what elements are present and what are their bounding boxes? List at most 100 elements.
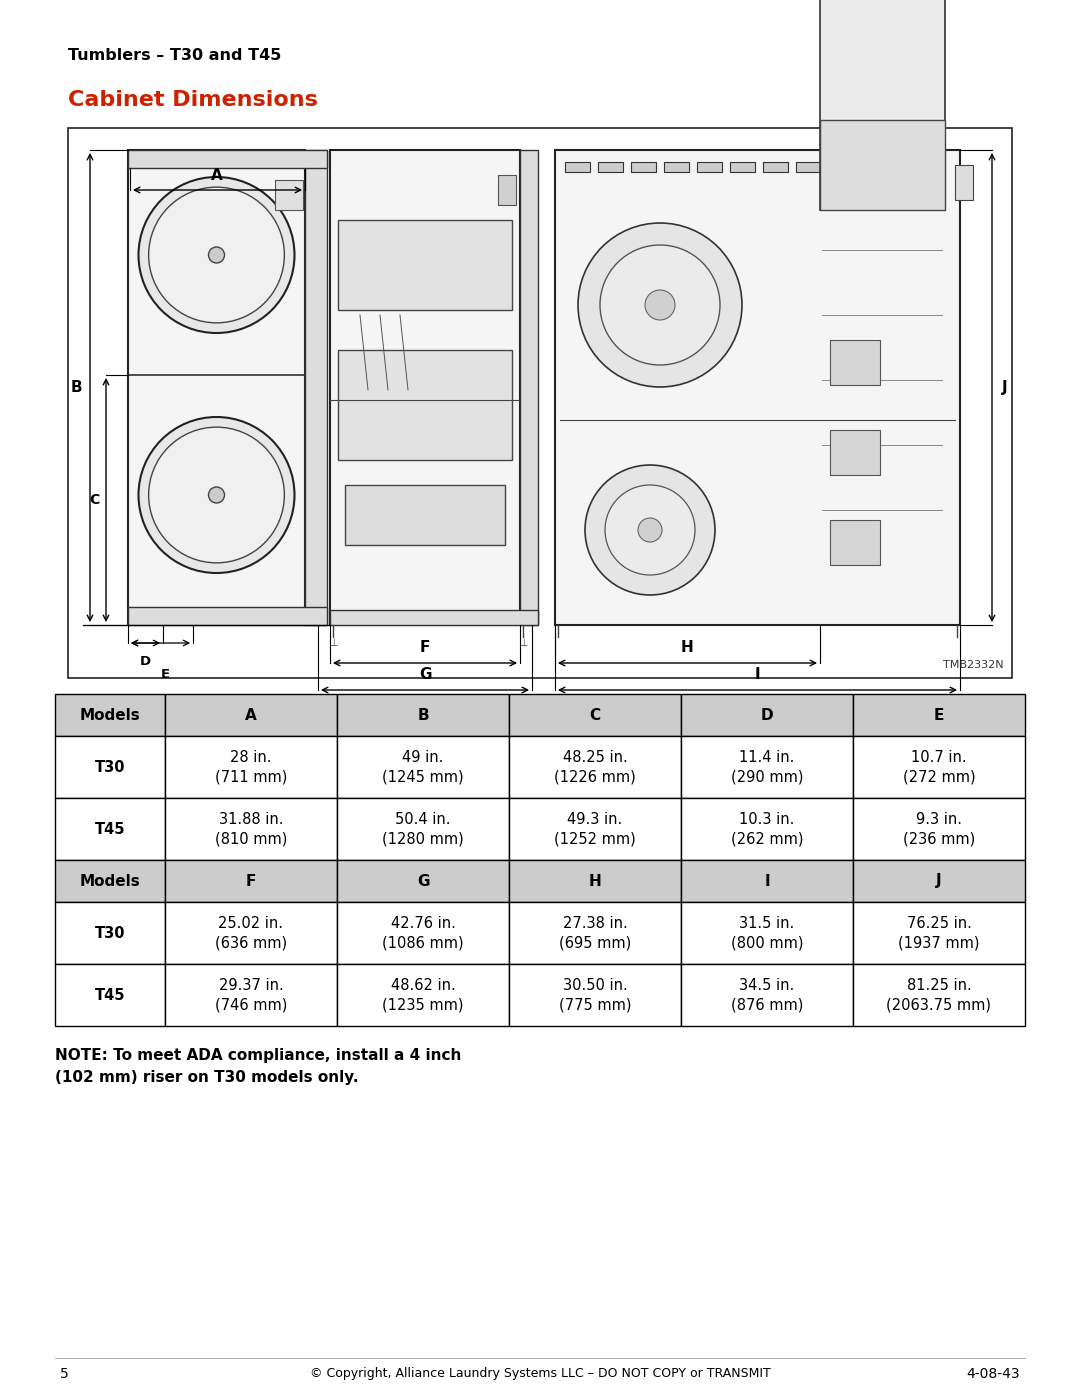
Text: 76.25 in.
(1937 mm): 76.25 in. (1937 mm) <box>899 915 980 950</box>
Bar <box>129 608 327 624</box>
Text: Cabinet Dimensions: Cabinet Dimensions <box>68 89 318 110</box>
Bar <box>337 902 509 964</box>
Text: B: B <box>70 380 82 395</box>
Bar <box>498 175 516 205</box>
Bar <box>955 165 973 200</box>
Bar <box>762 162 788 172</box>
Text: I: I <box>765 873 770 888</box>
Text: 28 in.
(711 mm): 28 in. (711 mm) <box>215 750 287 784</box>
Bar <box>796 162 821 172</box>
Bar <box>509 861 681 902</box>
Circle shape <box>600 244 720 365</box>
Bar <box>509 798 681 861</box>
Text: 49.3 in.
(1252 mm): 49.3 in. (1252 mm) <box>554 812 636 847</box>
Text: Models: Models <box>80 873 140 888</box>
Text: T30: T30 <box>95 925 125 940</box>
Text: 5: 5 <box>60 1368 69 1382</box>
Bar <box>697 162 723 172</box>
Bar <box>129 149 327 168</box>
Bar <box>831 339 880 386</box>
Circle shape <box>208 247 225 263</box>
Circle shape <box>638 518 662 542</box>
Bar <box>853 694 1025 736</box>
Text: 31.88 in.
(810 mm): 31.88 in. (810 mm) <box>215 812 287 847</box>
Circle shape <box>138 177 295 332</box>
Text: 10.3 in.
(262 mm): 10.3 in. (262 mm) <box>731 812 804 847</box>
Text: 10.7 in.
(272 mm): 10.7 in. (272 mm) <box>903 750 975 784</box>
Bar <box>165 902 337 964</box>
Bar <box>337 798 509 861</box>
Bar <box>555 149 960 624</box>
Bar <box>338 351 512 460</box>
Text: 31.5 in.
(800 mm): 31.5 in. (800 mm) <box>731 915 804 950</box>
Text: Models: Models <box>80 707 140 722</box>
Text: C: C <box>90 493 100 507</box>
Circle shape <box>208 488 225 503</box>
Text: Tumblers – T30 and T45: Tumblers – T30 and T45 <box>68 47 282 63</box>
Bar <box>55 861 165 902</box>
Bar <box>509 964 681 1025</box>
Text: 49 in.
(1245 mm): 49 in. (1245 mm) <box>382 750 463 784</box>
Bar <box>55 736 165 798</box>
Bar <box>55 964 165 1025</box>
Text: A: A <box>245 707 257 722</box>
Text: 81.25 in.
(2063.75 mm): 81.25 in. (2063.75 mm) <box>887 978 991 1013</box>
Text: F: F <box>246 873 256 888</box>
Bar <box>165 861 337 902</box>
Bar <box>165 964 337 1025</box>
Text: 48.62 in.
(1235 mm): 48.62 in. (1235 mm) <box>382 978 463 1013</box>
Bar <box>337 736 509 798</box>
Bar <box>338 219 512 310</box>
Circle shape <box>138 416 295 573</box>
Bar <box>330 610 538 624</box>
Bar <box>820 120 945 210</box>
Text: I: I <box>755 666 760 682</box>
Text: G: G <box>417 873 429 888</box>
Text: A: A <box>211 168 222 183</box>
Text: 42.76 in.
(1086 mm): 42.76 in. (1086 mm) <box>382 915 463 950</box>
Text: 30.50 in.
(775 mm): 30.50 in. (775 mm) <box>558 978 631 1013</box>
Bar <box>337 694 509 736</box>
Text: E: E <box>161 668 170 680</box>
Bar <box>730 162 755 172</box>
Text: J: J <box>936 873 942 888</box>
Text: F: F <box>420 640 430 655</box>
Text: D: D <box>760 707 773 722</box>
Bar <box>829 162 854 172</box>
Bar <box>631 162 656 172</box>
Text: 9.3 in.
(236 mm): 9.3 in. (236 mm) <box>903 812 975 847</box>
Bar <box>68 129 1012 678</box>
Text: 25.02 in.
(636 mm): 25.02 in. (636 mm) <box>215 915 287 950</box>
Text: E: E <box>934 707 944 722</box>
Bar <box>681 694 853 736</box>
Bar <box>275 180 303 210</box>
Bar <box>681 902 853 964</box>
Bar <box>55 694 165 736</box>
Text: G: G <box>419 666 431 682</box>
Circle shape <box>585 465 715 595</box>
Bar <box>681 861 853 902</box>
Bar <box>337 964 509 1025</box>
Bar <box>165 694 337 736</box>
Text: ⊥: ⊥ <box>518 638 527 648</box>
Circle shape <box>578 224 742 387</box>
Bar <box>509 736 681 798</box>
Bar <box>519 149 538 624</box>
Text: 11.4 in.
(290 mm): 11.4 in. (290 mm) <box>731 750 804 784</box>
Text: T45: T45 <box>95 821 125 837</box>
Bar <box>681 798 853 861</box>
Bar <box>165 798 337 861</box>
Bar <box>345 485 505 545</box>
Text: ⊥: ⊥ <box>328 638 337 648</box>
Bar <box>598 162 623 172</box>
Text: © Copyright, Alliance Laundry Systems LLC – DO NOT COPY or TRANSMIT: © Copyright, Alliance Laundry Systems LL… <box>310 1368 770 1380</box>
Bar <box>305 149 327 624</box>
Text: 48.25 in.
(1226 mm): 48.25 in. (1226 mm) <box>554 750 636 784</box>
Bar <box>853 902 1025 964</box>
Bar <box>129 149 305 624</box>
Bar <box>831 520 880 564</box>
Text: 50.4 in.
(1280 mm): 50.4 in. (1280 mm) <box>382 812 464 847</box>
Bar <box>820 0 945 210</box>
Text: T45: T45 <box>95 988 125 1003</box>
Text: T30: T30 <box>95 760 125 774</box>
